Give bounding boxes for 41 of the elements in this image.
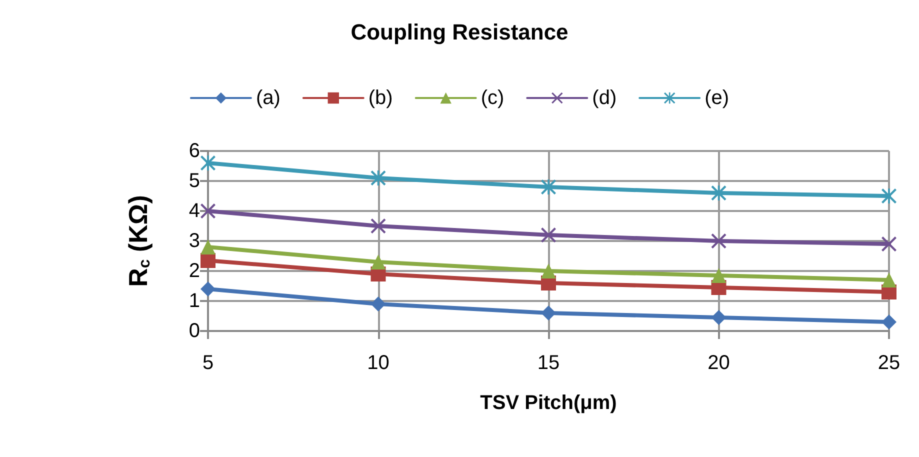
point (370, 296, 386, 312)
point (882, 272, 896, 288)
y-tick-label: 1 (188, 290, 200, 312)
legend-label: (a) (256, 87, 280, 109)
point (200, 156, 216, 170)
point (370, 254, 386, 270)
y-tick-label: 4 (188, 200, 200, 222)
x-tick-label: 20 (708, 352, 730, 374)
point (882, 236, 896, 252)
point (711, 310, 726, 325)
y-tick-label: 5 (188, 170, 200, 192)
point (882, 188, 896, 204)
y-tick-label: 0 (188, 320, 200, 342)
point (711, 268, 726, 283)
x-tick-label: 15 (537, 352, 560, 374)
point (370, 170, 386, 186)
x-tick-label: 25 (878, 352, 900, 374)
point (541, 264, 556, 278)
point (882, 314, 896, 330)
point (541, 180, 556, 194)
legend-label: (b) (368, 87, 393, 109)
y-tick-label: 3 (188, 230, 200, 252)
x-tick-label: 10 (367, 352, 390, 374)
y-tick-label: 6 (188, 140, 200, 162)
point (200, 240, 216, 254)
y-tick-label: 2 (188, 260, 200, 282)
point (711, 234, 726, 248)
legend-label: (d) (592, 87, 617, 109)
legend-label: (c) (480, 87, 504, 109)
x-axis-title: TSV Pitch(μm) (480, 392, 617, 414)
point (541, 228, 556, 242)
point (200, 253, 216, 268)
point (200, 282, 216, 296)
point (541, 306, 556, 320)
point (711, 186, 726, 200)
x-tick-label: 5 (202, 352, 214, 374)
point (370, 218, 386, 234)
legend-label: (e) (704, 87, 730, 109)
chart-title: Coupling Resistance (350, 20, 568, 44)
y-axis-title: Rc (KΩ) (123, 195, 154, 287)
point (200, 204, 216, 218)
